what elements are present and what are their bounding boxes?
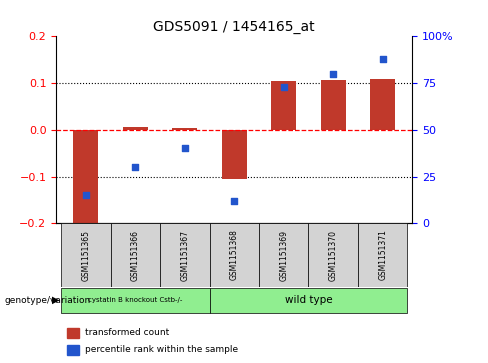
Point [280, 84, 287, 90]
Bar [259, 223, 308, 287]
Bar [321, 80, 346, 130]
Bar [73, 130, 98, 223]
Bar [160, 223, 209, 287]
Text: GSM1151371: GSM1151371 [378, 229, 387, 281]
Text: GSM1151366: GSM1151366 [131, 229, 140, 281]
Bar [172, 129, 197, 130]
Text: ▶: ▶ [52, 295, 60, 305]
Point [329, 71, 337, 77]
Bar [271, 81, 296, 130]
Text: GSM1151365: GSM1151365 [81, 229, 90, 281]
Text: wild type: wild type [285, 295, 332, 305]
Point [131, 164, 139, 170]
Text: cystatin B knockout Cstb-/-: cystatin B knockout Cstb-/- [88, 297, 183, 303]
Bar [308, 223, 358, 287]
Bar [61, 223, 111, 287]
Bar [67, 328, 79, 338]
Point [181, 146, 189, 151]
Bar [111, 223, 160, 287]
Point [379, 56, 386, 62]
Bar [370, 79, 395, 130]
Bar [67, 345, 79, 355]
Point [82, 192, 90, 198]
Bar [123, 127, 148, 130]
Text: genotype/variation: genotype/variation [5, 296, 91, 305]
Text: transformed count: transformed count [84, 329, 169, 337]
Bar [222, 130, 246, 179]
Text: GSM1151369: GSM1151369 [279, 229, 288, 281]
Text: GSM1151367: GSM1151367 [180, 229, 189, 281]
Title: GDS5091 / 1454165_at: GDS5091 / 1454165_at [153, 20, 315, 34]
Bar [61, 288, 209, 313]
Bar [209, 223, 259, 287]
Text: GSM1151368: GSM1151368 [230, 229, 239, 281]
Text: GSM1151370: GSM1151370 [329, 229, 338, 281]
Bar [209, 288, 407, 313]
Bar [358, 223, 407, 287]
Text: percentile rank within the sample: percentile rank within the sample [84, 345, 238, 354]
Point [230, 198, 238, 204]
